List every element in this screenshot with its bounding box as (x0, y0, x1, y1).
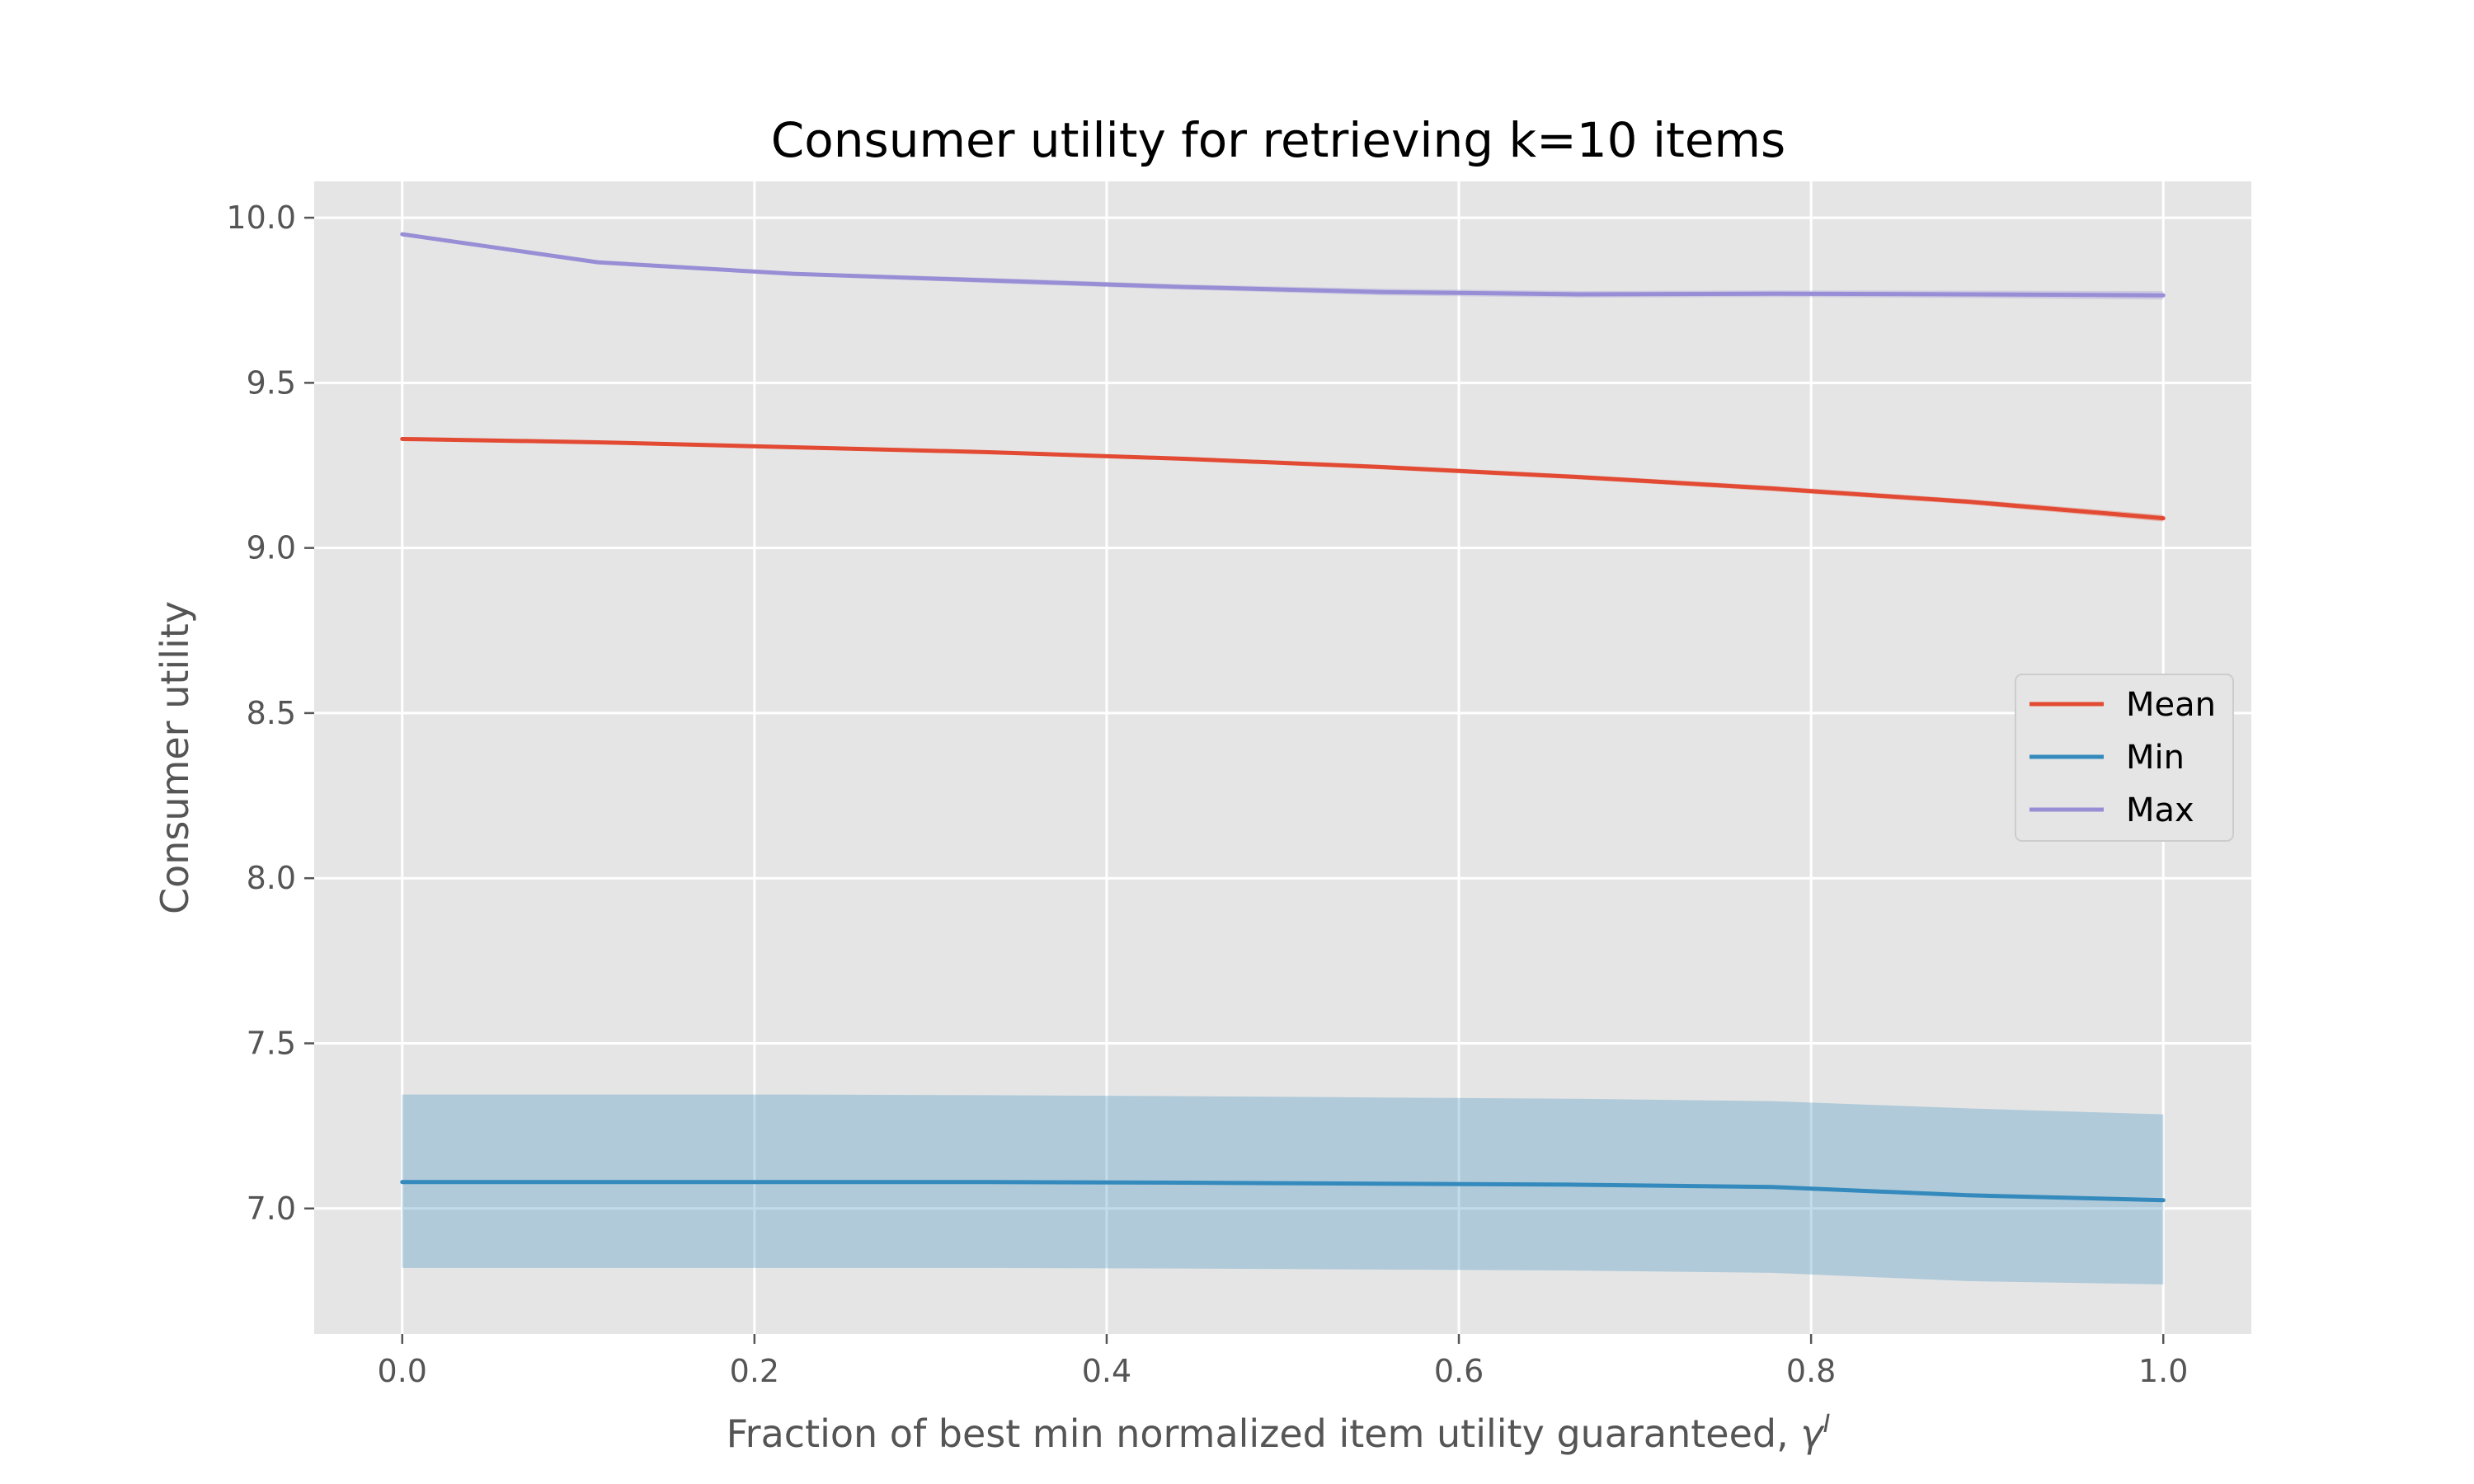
y-tick-label: 8.5 (247, 695, 296, 731)
gridlines (314, 181, 2251, 1334)
y-axis-ticks: 7.0 7.5 8.0 8.5 9.0 9.5 10.0 (226, 200, 314, 1227)
legend-entry-max: Max (2126, 791, 2194, 829)
x-tick-label: 1.0 (2138, 1353, 2188, 1389)
legend: Mean Min Max (2015, 674, 2234, 842)
y-tick-label: 9.5 (247, 364, 296, 401)
plot-area (314, 181, 2251, 1334)
series-line-mean (400, 436, 2166, 521)
legend-frame (2015, 674, 2234, 842)
series-lines (400, 232, 2166, 1203)
x-tick-label: 0.2 (730, 1353, 779, 1389)
y-tick-label: 7.0 (247, 1190, 296, 1227)
x-tick-label: 0.4 (1082, 1353, 1131, 1389)
y-tick-label: 7.5 (247, 1025, 296, 1061)
y-tick-label: 10.0 (226, 200, 296, 236)
x-tick-label: 0.8 (1786, 1353, 1836, 1389)
legend-entry-min: Min (2126, 739, 2185, 777)
x-axis-ticks: 0.0 0.2 0.4 0.6 0.8 1.0 (378, 1334, 2188, 1389)
chart-title: Consumer utility for retrieving k=10 ite… (771, 112, 1786, 168)
series-line-max (400, 232, 2166, 298)
series-line-min (400, 1180, 2166, 1203)
x-tick-label: 0.6 (1434, 1353, 1484, 1389)
y-tick-label: 9.0 (247, 530, 296, 566)
legend-entry-mean: Mean (2126, 686, 2216, 724)
y-tick-label: 8.0 (247, 860, 296, 896)
x-axis-label: Fraction of best min normalized item uti… (727, 1410, 1831, 1456)
y-axis-label: Consumer utility (153, 601, 197, 914)
band-min (402, 1094, 2164, 1284)
x-tick-label: 0.0 (378, 1353, 427, 1389)
